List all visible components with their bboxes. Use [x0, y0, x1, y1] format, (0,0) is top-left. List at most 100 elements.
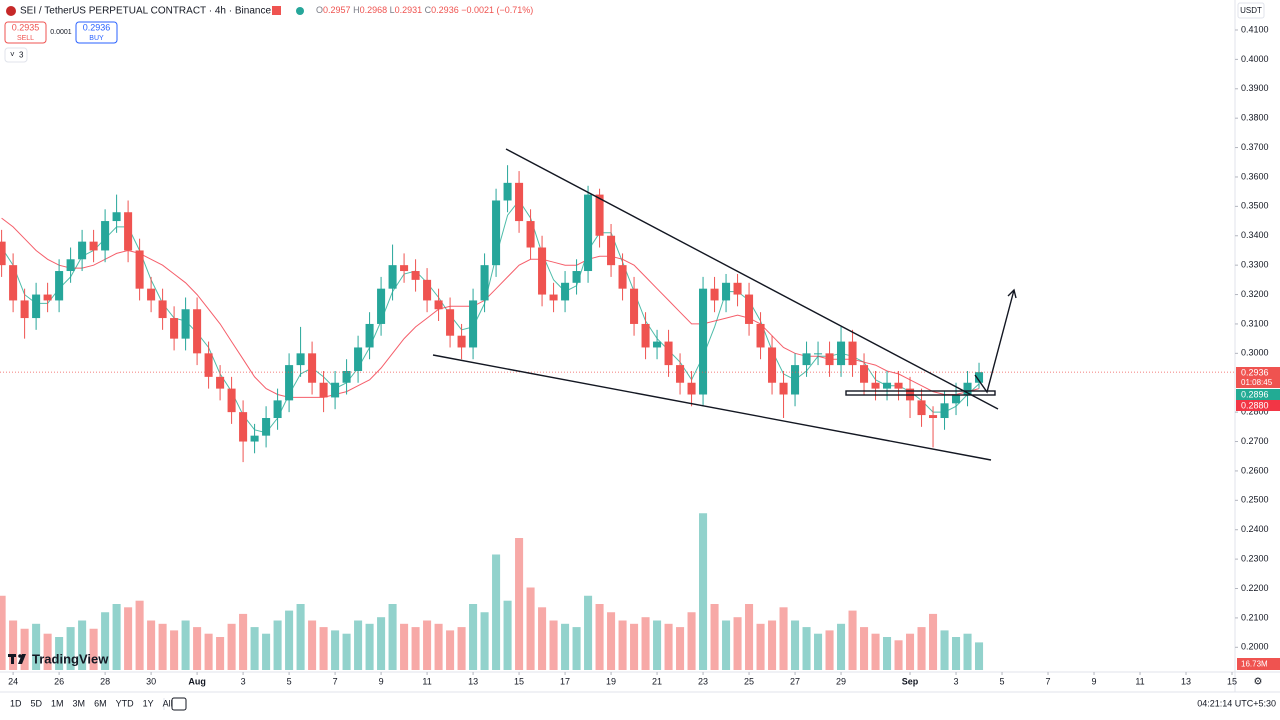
y-tick-label: 0.3100 — [1241, 318, 1269, 328]
candle-body — [377, 288, 386, 324]
y-tick-label: 0.2800 — [1241, 407, 1269, 417]
volume-bar — [802, 627, 811, 670]
volume-bar — [78, 620, 87, 670]
volume-bar — [722, 620, 731, 670]
candle-body — [768, 347, 777, 383]
x-tick-label: 7 — [333, 676, 338, 686]
buy-button[interactable] — [75, 21, 118, 44]
x-tick-label: Sep — [902, 676, 919, 686]
range-button[interactable]: 1Y — [143, 698, 154, 708]
volume-bar — [469, 604, 478, 670]
candle-body — [296, 353, 305, 366]
volume-bar — [124, 607, 133, 670]
upper-trendline[interactable] — [505, 148, 999, 410]
volume-bar — [388, 604, 397, 670]
volume-bar — [653, 620, 662, 670]
sell-label: SELL — [17, 35, 34, 42]
volume-bar — [101, 612, 110, 670]
volume-bar — [319, 627, 328, 670]
candle-body — [641, 323, 650, 348]
volume-bar — [296, 604, 305, 670]
date-range-icon[interactable] — [171, 697, 187, 711]
support-box[interactable] — [845, 390, 996, 396]
candle-body — [722, 282, 731, 301]
x-tick-label: 11 — [422, 676, 431, 686]
candle-body — [756, 323, 765, 348]
candle-body — [55, 271, 64, 301]
settings-icon[interactable]: ⚙ — [1254, 677, 1263, 688]
volume-bar — [273, 620, 282, 670]
candle-body — [745, 294, 754, 324]
currency-button[interactable] — [1237, 2, 1265, 19]
volume-bar — [871, 633, 880, 670]
candle-body — [837, 341, 846, 366]
x-tick-label: 19 — [606, 676, 616, 686]
y-tick-label: 0.3700 — [1241, 142, 1269, 152]
candle-body — [308, 353, 317, 383]
candle-body — [239, 412, 248, 442]
volume-bar — [158, 623, 167, 670]
currency: USDT — [1240, 6, 1262, 15]
y-tick-label: 0.3000 — [1241, 348, 1269, 358]
candle-body — [273, 400, 282, 419]
candle-body — [699, 288, 708, 395]
x-tick-label: 28 — [100, 676, 110, 686]
x-tick-label: 25 — [744, 676, 754, 686]
candle-body — [515, 182, 524, 222]
candle-body — [204, 353, 213, 377]
volume-bar — [733, 617, 742, 670]
volume-bar — [687, 612, 696, 670]
volume-bar — [561, 623, 570, 670]
y-tick-label: 0.3300 — [1241, 260, 1269, 270]
sell-button[interactable] — [4, 21, 47, 44]
change: −0.0021 (−0.71%) — [461, 5, 533, 15]
symbol-icon — [6, 6, 16, 16]
volume-bar — [848, 610, 857, 670]
l-key: L — [390, 5, 395, 15]
range-button[interactable]: 6M — [94, 698, 107, 708]
candle-body — [32, 294, 41, 319]
volume-bar — [193, 627, 202, 670]
indicator-count: 3 — [19, 51, 24, 60]
candle-body — [526, 221, 535, 248]
x-tick-label: 15 — [514, 676, 524, 686]
y-tick-label: 0.2700 — [1241, 436, 1269, 446]
candle-body — [676, 365, 685, 383]
candle-body — [825, 353, 834, 366]
candle-body — [285, 365, 294, 401]
volume-bar — [365, 623, 374, 670]
range-button[interactable]: YTD — [116, 698, 135, 708]
candle-body — [929, 415, 938, 419]
range-button[interactable]: All — [163, 698, 173, 708]
volume-bar — [43, 633, 52, 670]
flag-icon[interactable] — [272, 6, 281, 15]
volume-bar — [756, 623, 765, 670]
lower-trendline[interactable] — [432, 354, 992, 461]
volume-bar — [457, 627, 466, 670]
range-button[interactable]: 1D — [10, 698, 22, 708]
projection-arrow[interactable] — [974, 289, 1015, 394]
ma-fast-label: 0.2896 — [1241, 389, 1269, 399]
volume-bar — [480, 612, 489, 670]
c-key: C — [425, 5, 432, 15]
candle-body — [158, 300, 167, 319]
x-tick-label: 27 — [790, 676, 800, 686]
logo-text: TradingView — [32, 651, 109, 666]
range-button[interactable]: 5D — [31, 698, 43, 708]
candle-body — [9, 265, 18, 301]
o-value: 0.2957 — [323, 5, 351, 15]
x-tick-label: 3 — [241, 676, 246, 686]
ma-slow-box — [1236, 400, 1280, 411]
range-button[interactable]: 1M — [51, 698, 64, 708]
plot-area — [0, 165, 1235, 670]
volume-bar — [147, 620, 156, 670]
ma-slow-label: 0.2880 — [1241, 400, 1269, 410]
buy-price: 0.2936 — [83, 22, 111, 32]
candle-body — [43, 294, 52, 301]
x-tick-label: Aug — [188, 676, 206, 686]
volume-bar — [745, 604, 754, 670]
volume-bar — [227, 623, 236, 670]
indicator-toggle[interactable] — [4, 47, 28, 63]
range-button[interactable]: 3M — [73, 698, 86, 708]
volume-box — [1237, 658, 1280, 670]
